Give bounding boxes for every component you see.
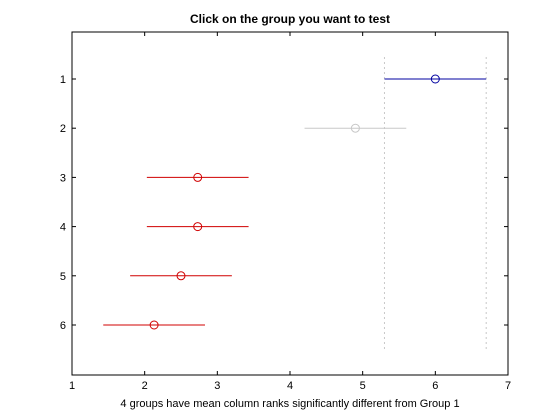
group-2-mean-marker — [350, 123, 360, 133]
x-axis: 1 2 3 4 5 6 7 — [69, 32, 511, 392]
group-1-mean-marker — [430, 74, 440, 84]
x-tick-label: 5 — [360, 380, 366, 392]
group-5-mean-marker — [176, 271, 186, 281]
group-4-mean-marker — [193, 222, 203, 232]
chart-title: Click on the group you want to test — [190, 12, 390, 26]
x-tick-label: 4 — [287, 380, 293, 392]
y-axis: 1 2 3 4 5 6 — [60, 74, 508, 332]
y-tick-label: 1 — [60, 74, 66, 86]
y-tick-label: 5 — [60, 271, 66, 283]
y-tick-label: 3 — [60, 172, 66, 184]
reference-lines — [383, 57, 487, 350]
y-tick-label: 2 — [60, 123, 66, 135]
x-tick-label: 1 — [69, 380, 75, 392]
group-6-mean-marker — [149, 320, 159, 330]
x-tick-label: 7 — [505, 380, 511, 392]
group-3-mean-marker — [193, 172, 203, 182]
group-intervals — [103, 74, 487, 330]
x-tick-label: 6 — [432, 380, 438, 392]
x-tick-label: 2 — [142, 380, 148, 392]
y-tick-label: 4 — [60, 222, 66, 234]
y-tick-label: 6 — [60, 320, 66, 332]
x-axis-label: 4 groups have mean column ranks signific… — [120, 398, 459, 410]
plot-area — [71, 31, 509, 376]
x-tick-label: 3 — [214, 380, 220, 392]
